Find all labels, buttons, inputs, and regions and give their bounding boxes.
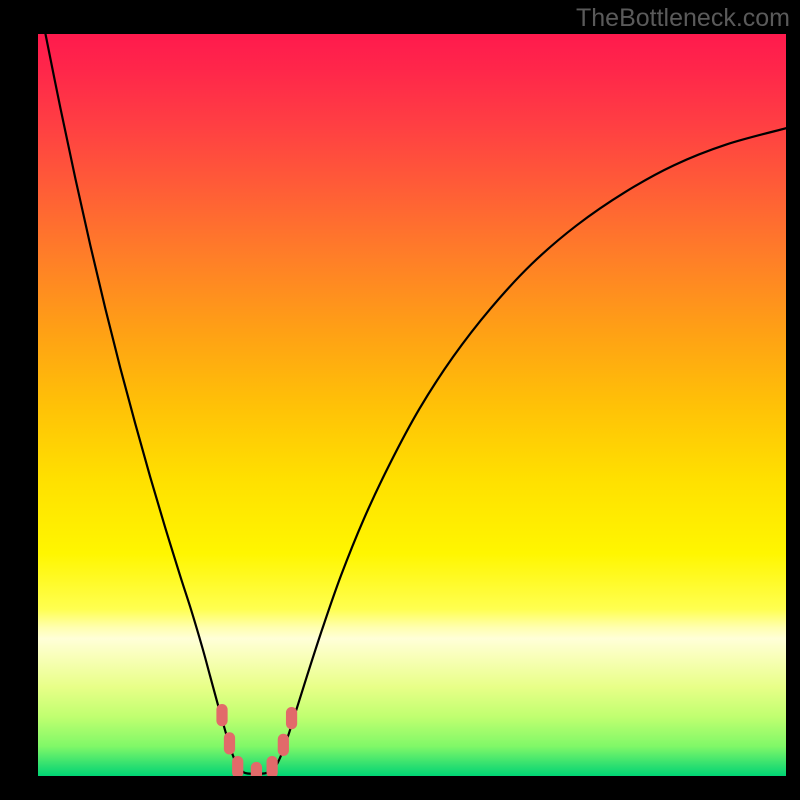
plot-svg xyxy=(38,34,786,776)
curve-marker xyxy=(224,732,235,754)
chart-frame: TheBottleneck.com xyxy=(0,0,800,800)
curve-marker xyxy=(286,707,297,729)
curve-marker xyxy=(216,704,227,726)
curve-marker xyxy=(232,756,243,776)
plot-area xyxy=(38,34,786,776)
curve-marker xyxy=(278,734,289,756)
curve-marker xyxy=(251,762,262,776)
watermark-text: TheBottleneck.com xyxy=(576,4,790,33)
curve-marker xyxy=(267,756,278,776)
plot-background xyxy=(38,34,786,776)
